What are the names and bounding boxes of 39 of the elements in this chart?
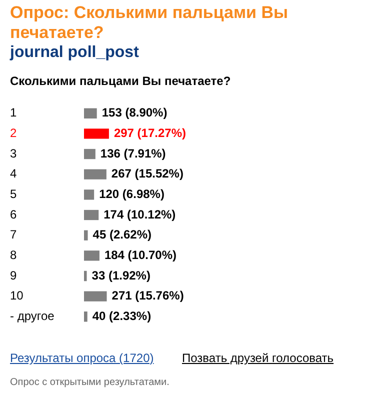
bar xyxy=(84,108,97,118)
y-tick-label: 10 xyxy=(10,288,24,303)
y-tick-label: 8 xyxy=(10,248,17,262)
y-tick-label: 5 xyxy=(10,186,17,201)
bar xyxy=(84,190,94,200)
text: Позвать друзей голосовать xyxy=(182,351,334,365)
bar xyxy=(84,250,100,261)
data-label: 40 (2.33%) xyxy=(92,308,152,323)
data-label: 136 (7.91%) xyxy=(100,146,166,160)
text: Опрос: Сколькими пальцами Вы печатаете? xyxy=(10,3,289,43)
y-tick-label: 6 xyxy=(10,207,17,222)
bar xyxy=(84,312,88,322)
y-tick-label: 9 xyxy=(10,268,17,282)
data-label: 267 (15.52%) xyxy=(111,166,184,181)
y-tick-label: 2 xyxy=(10,126,17,140)
bar xyxy=(84,210,99,220)
bar xyxy=(84,128,109,139)
bar xyxy=(84,169,106,180)
y-tick-label: - другое xyxy=(10,308,55,323)
data-label: 271 (15.76%) xyxy=(112,288,184,303)
data-label: 174 (10.12%) xyxy=(104,207,176,222)
y-tick-label: 1 xyxy=(10,106,17,120)
bar xyxy=(84,270,87,282)
data-label: 153 (8.90%) xyxy=(102,106,168,120)
y-tick-label: 7 xyxy=(10,228,17,242)
bar xyxy=(84,230,88,240)
text: Опрос с открытыми результатами. xyxy=(10,377,170,388)
data-label: 45 (2.62%) xyxy=(92,228,152,242)
chart-subtitle: journal poll_post xyxy=(10,44,139,62)
text: Результаты опроса (1720) xyxy=(10,351,154,365)
data-label: 184 (10.70%) xyxy=(104,248,177,262)
y-tick-label: 4 xyxy=(10,166,17,181)
data-label: 33 (1.92%) xyxy=(92,268,150,282)
data-label: 297 (17.27%) xyxy=(114,126,186,140)
bar xyxy=(84,148,96,160)
data-label: 120 (6.98%) xyxy=(99,186,164,201)
text: Сколькими пальцами Вы печатаете? xyxy=(10,74,231,88)
bar xyxy=(84,291,107,302)
y-tick-label: 3 xyxy=(10,146,17,160)
